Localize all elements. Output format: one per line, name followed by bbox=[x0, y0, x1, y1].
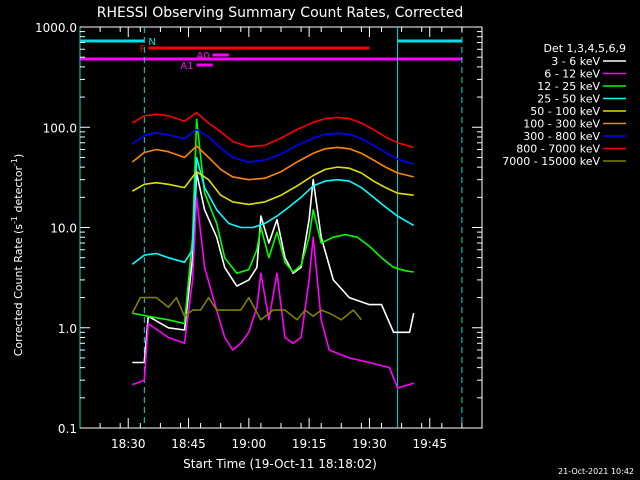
x-tick-label: 18:30 bbox=[111, 437, 146, 451]
series-line bbox=[131, 128, 414, 165]
legend-label: 6 - 12 keV bbox=[544, 68, 600, 81]
flag-label: N bbox=[148, 37, 155, 48]
x-tick-label: 19:30 bbox=[352, 437, 387, 451]
legend-label: 300 - 800 keV bbox=[523, 130, 600, 143]
legend-label: 3 - 6 keV bbox=[551, 55, 600, 68]
flag-label: A0 bbox=[196, 51, 209, 62]
legend-label: 800 - 7000 keV bbox=[516, 143, 600, 156]
legend-label: 12 - 25 keV bbox=[537, 80, 600, 93]
series-line bbox=[132, 196, 414, 389]
flag-label: A1 bbox=[180, 61, 193, 72]
chart-title: RHESSI Observing Summary Count Rates, Co… bbox=[97, 5, 463, 21]
series-line bbox=[131, 166, 414, 206]
x-tick-label: 19:45 bbox=[412, 437, 447, 451]
series-lines bbox=[131, 111, 415, 389]
date-stamp: 21-Oct-2021 10:42 bbox=[558, 467, 634, 476]
y-tick-label: 100.0 bbox=[43, 121, 77, 135]
y-tick-label: 1000.0 bbox=[35, 21, 77, 35]
series-line bbox=[131, 145, 414, 181]
legend-title: Det 1,3,4,5,6,9 bbox=[543, 42, 626, 55]
axes: 0.1 1.0 10.0 100.0 1000.0 18:30 18:45 19:00 19:1… bbox=[35, 21, 482, 451]
y-tick-label: 10.0 bbox=[50, 222, 77, 236]
series-line bbox=[131, 156, 415, 265]
series-line bbox=[131, 111, 414, 149]
x-tick-label: 19:15 bbox=[292, 437, 327, 451]
y-axis-label: Corrected Count Rate (s-1 detector-1) bbox=[10, 154, 25, 357]
series-line bbox=[132, 172, 415, 364]
series-line bbox=[131, 296, 363, 321]
series-line bbox=[132, 118, 414, 325]
y-tick-label: 0.1 bbox=[58, 422, 77, 436]
x-axis-label: Start Time (19-Oct-11 18:18:02) bbox=[183, 457, 377, 471]
vertical-markers bbox=[79, 27, 463, 428]
legend-label: 100 - 300 keV bbox=[523, 118, 600, 131]
plot-border bbox=[79, 26, 483, 429]
plot-area bbox=[79, 26, 483, 429]
x-tick-label: 19:00 bbox=[232, 437, 267, 451]
legend-label: 25 - 50 keV bbox=[537, 93, 600, 106]
flag-label: F bbox=[140, 44, 146, 55]
y-tick-label: 1.0 bbox=[58, 322, 77, 336]
x-tick-label: 18:45 bbox=[171, 437, 206, 451]
legend-label: 7000 - 15000 keV bbox=[502, 155, 600, 168]
legend-label: 50 - 100 keV bbox=[530, 105, 600, 118]
